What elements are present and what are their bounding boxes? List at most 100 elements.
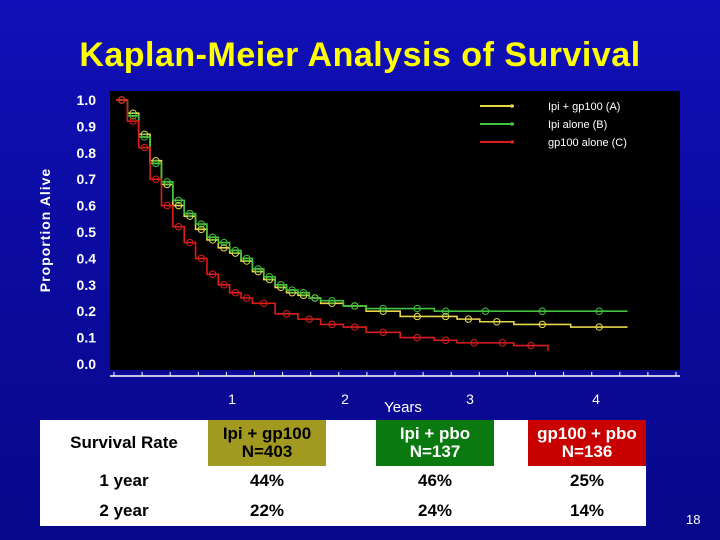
censor-mark xyxy=(441,336,450,344)
censor-mark xyxy=(174,196,183,205)
censor-mark xyxy=(493,318,501,326)
censor-mark xyxy=(413,312,421,321)
censor-mark xyxy=(413,304,421,313)
y-tick-label: 1.0 xyxy=(77,92,97,108)
survival-rate-table: Survival Rate Ipi + gp100 N=403 Ipi + pb… xyxy=(40,420,646,526)
censor-mark xyxy=(197,225,205,234)
table-cell: 25% xyxy=(528,466,646,496)
y-axis-label: Proportion Alive xyxy=(37,168,53,292)
column-header-line2: N=136 xyxy=(561,442,613,461)
censor-mark xyxy=(231,289,240,297)
censor-mark xyxy=(220,238,228,247)
table-cell: 24% xyxy=(376,496,494,526)
censor-mark xyxy=(163,201,171,210)
censor-mark xyxy=(220,281,228,289)
y-tick-label: 0.7 xyxy=(77,171,97,187)
legend-marker xyxy=(510,104,514,108)
censor-mark xyxy=(299,289,308,297)
column-header-gp100-pbo: gp100 + pbo N=136 xyxy=(528,420,646,466)
y-tick-label: 0.5 xyxy=(77,224,97,240)
censor-mark xyxy=(197,254,205,263)
censor-mark xyxy=(282,310,291,318)
censor-mark xyxy=(595,323,603,331)
table-header-label: Survival Rate xyxy=(40,420,208,466)
censor-mark xyxy=(305,315,313,323)
column-spacer xyxy=(494,420,528,466)
censor-mark xyxy=(328,296,336,305)
censor-mark xyxy=(595,307,603,315)
x-tick-label: 4 xyxy=(592,391,600,407)
series-line xyxy=(116,99,549,351)
table-cell: 44% xyxy=(208,466,326,496)
column-header-line1: Ipi + pbo xyxy=(399,424,471,443)
column-spacer xyxy=(494,496,528,526)
legend-label: Ipi alone (B) xyxy=(548,119,607,131)
censor-mark xyxy=(538,307,546,315)
column-header-line1: gp100 + pbo xyxy=(537,424,637,443)
censor-mark xyxy=(243,254,251,263)
column-header-line1: Ipi + gp100 xyxy=(222,424,312,443)
column-spacer xyxy=(494,466,528,496)
censor-mark xyxy=(163,178,171,186)
censor-mark xyxy=(117,96,126,104)
censor-mark xyxy=(186,209,194,218)
censor-mark xyxy=(351,323,359,331)
censor-mark xyxy=(174,223,183,231)
censor-mark xyxy=(152,175,160,183)
table-cell: 14% xyxy=(528,496,646,526)
censor-mark xyxy=(481,307,490,315)
censor-mark xyxy=(265,273,274,281)
page-number: 18 xyxy=(686,512,701,527)
column-spacer xyxy=(326,466,376,496)
legend-marker xyxy=(510,140,514,144)
table-cell: 46% xyxy=(376,466,494,496)
censor-mark xyxy=(288,286,296,294)
censor-mark xyxy=(243,294,251,302)
censor-mark xyxy=(186,238,194,247)
censor-mark xyxy=(260,299,268,307)
censor-mark xyxy=(413,333,421,342)
censor-mark xyxy=(527,341,535,350)
column-spacer xyxy=(326,496,376,526)
column-header-ipi-pbo: Ipi + pbo N=137 xyxy=(376,420,494,466)
censor-mark xyxy=(140,133,149,141)
censor-mark xyxy=(254,265,262,273)
censor-mark xyxy=(197,220,205,228)
censor-mark xyxy=(379,304,387,313)
y-tick-label: 0.9 xyxy=(77,118,97,134)
y-tick-label: 0.6 xyxy=(77,198,97,214)
y-tick-label: 0.3 xyxy=(77,277,97,293)
column-header-line2: N=137 xyxy=(409,442,461,461)
censor-mark xyxy=(464,315,473,323)
y-tick-label: 0.1 xyxy=(77,330,97,346)
censor-mark xyxy=(311,294,319,302)
censor-mark xyxy=(498,339,507,347)
censor-mark xyxy=(441,312,450,321)
slide-title: Kaplan-Meier Analysis of Survival xyxy=(79,36,641,74)
censor-mark xyxy=(152,159,160,168)
table-cell: 22% xyxy=(208,496,326,526)
censor-mark xyxy=(140,143,149,152)
censor-mark xyxy=(231,246,240,255)
censor-mark xyxy=(379,328,387,337)
x-axis-label: Years xyxy=(384,399,422,416)
column-header-ipi-gp100: Ipi + gp100 N=403 xyxy=(208,420,326,466)
censor-mark xyxy=(351,302,359,310)
x-tick-label: 1 xyxy=(228,391,236,407)
legend-label: gp100 alone (C) xyxy=(548,137,627,149)
legend-marker xyxy=(510,122,514,126)
y-tick-label: 0.8 xyxy=(77,145,97,161)
table-row: 2 year 22% 24% 14% xyxy=(40,496,646,526)
table-row: 1 year 44% 46% 25% xyxy=(40,466,646,496)
censor-mark xyxy=(129,112,137,120)
x-tick-label: 3 xyxy=(466,391,474,407)
plot-area xyxy=(110,91,680,370)
column-spacer xyxy=(326,420,376,466)
censor-mark xyxy=(220,244,228,252)
censor-mark xyxy=(208,270,217,278)
censor-mark xyxy=(328,320,336,329)
censor-mark xyxy=(174,201,183,210)
column-header-line2: N=403 xyxy=(241,442,293,461)
censor-mark xyxy=(441,307,450,315)
censor-mark xyxy=(470,339,478,347)
